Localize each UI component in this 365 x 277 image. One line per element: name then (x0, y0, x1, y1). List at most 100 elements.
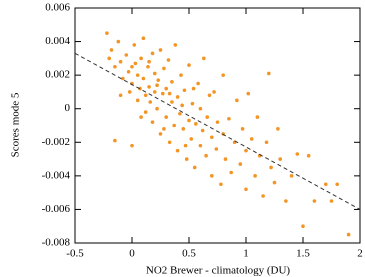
x-tick-label: 2 (357, 248, 363, 260)
point (182, 88, 187, 93)
y-tick-label: -0.004 (42, 169, 71, 181)
point (214, 147, 219, 151)
point (272, 180, 277, 185)
point (167, 91, 172, 96)
point (170, 80, 174, 84)
point (162, 66, 166, 71)
point (255, 115, 260, 119)
y-tick-label: 0 (65, 102, 71, 114)
plot-frame (74, 7, 361, 244)
point (221, 73, 225, 77)
point (126, 69, 131, 74)
point (158, 132, 163, 136)
point (240, 127, 245, 131)
point (284, 199, 288, 203)
point (229, 170, 233, 175)
point (113, 138, 117, 143)
point (155, 106, 159, 111)
point (223, 157, 228, 161)
y-tick-label: -0.008 (42, 237, 71, 249)
point (198, 106, 203, 111)
point (219, 182, 223, 187)
point (189, 137, 194, 141)
point (166, 58, 171, 62)
y-tick-label: -0.002 (42, 136, 70, 148)
point (295, 152, 300, 156)
point (155, 83, 159, 88)
y-tick-label: 0.004 (45, 35, 70, 47)
point (244, 187, 248, 192)
point (204, 153, 208, 158)
point (187, 118, 191, 123)
point (141, 76, 146, 81)
point (235, 98, 239, 103)
point (306, 153, 311, 158)
point (148, 100, 153, 104)
point (253, 174, 257, 178)
point (200, 128, 205, 133)
x-tick-label: -0.5 (66, 248, 84, 260)
point (162, 127, 166, 131)
point (202, 56, 206, 61)
point (180, 103, 184, 108)
point (329, 199, 334, 203)
point (183, 143, 188, 148)
point (113, 64, 117, 69)
point (215, 120, 220, 124)
x-axis-label: NO2 Brewer - climatology (DU) (146, 265, 291, 277)
point (141, 36, 146, 41)
x-tick-label: 0.5 (182, 248, 196, 260)
point (130, 64, 134, 69)
point (175, 95, 180, 99)
point (153, 71, 157, 76)
point (238, 162, 243, 166)
point (160, 91, 165, 96)
point (198, 143, 203, 148)
point (135, 73, 140, 77)
point (246, 91, 251, 96)
point (127, 90, 132, 94)
point (276, 127, 280, 131)
x-tick-label: 0 (129, 248, 135, 260)
point (173, 43, 178, 47)
point (196, 81, 200, 86)
point (278, 157, 283, 161)
y-axis-label: Scores mode 5 (10, 92, 22, 157)
point (205, 115, 210, 119)
point (289, 174, 294, 178)
point (312, 199, 317, 203)
point (187, 63, 191, 67)
point (139, 115, 143, 119)
point (212, 90, 216, 94)
point (146, 64, 150, 69)
point (178, 111, 182, 116)
point (118, 59, 123, 64)
point (164, 115, 168, 119)
point (264, 140, 269, 145)
point (210, 174, 214, 178)
point (190, 101, 195, 106)
point (207, 93, 212, 98)
point (143, 93, 148, 98)
point (132, 43, 137, 47)
y-tick-label: -0.006 (42, 203, 71, 215)
point (194, 122, 198, 126)
point (156, 78, 161, 82)
point (167, 140, 172, 145)
point (249, 137, 254, 141)
point (150, 120, 155, 124)
point (181, 127, 186, 131)
point (130, 143, 134, 148)
point (150, 51, 155, 56)
point (135, 98, 140, 103)
point (170, 100, 174, 104)
point (143, 110, 148, 114)
point (210, 135, 214, 140)
point (175, 148, 180, 153)
point (121, 76, 125, 81)
point (261, 194, 265, 198)
x-tick-label: 1.5 (296, 248, 310, 260)
point (158, 48, 163, 52)
point (164, 86, 168, 91)
